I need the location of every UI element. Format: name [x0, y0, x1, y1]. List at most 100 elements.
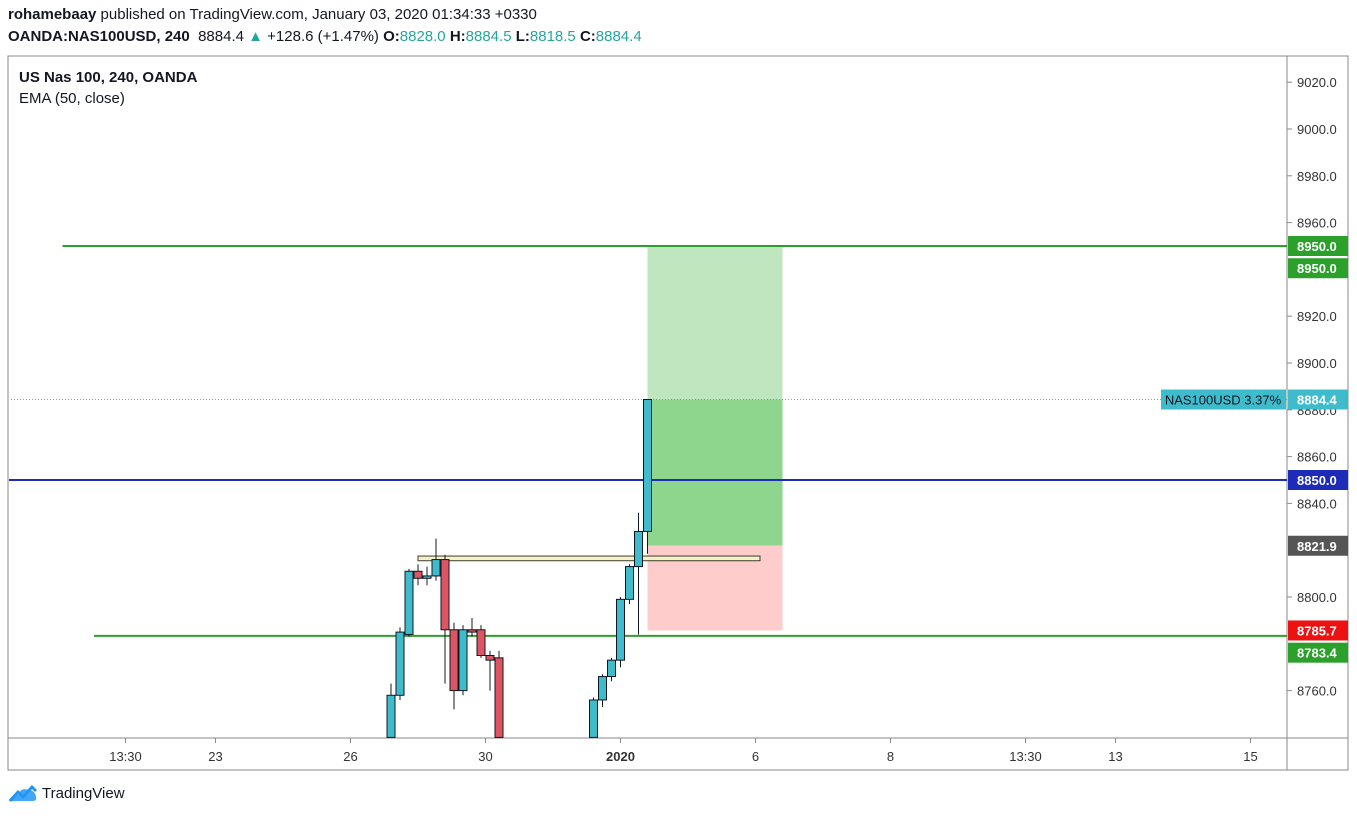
footer-brand[interactable]: TradingView [8, 784, 125, 802]
price-label-text: 8884.4 [1297, 393, 1338, 408]
target-zone[interactable] [647, 246, 783, 400]
candle[interactable] [431, 538, 441, 581]
x-tick-label: 2020 [606, 749, 635, 764]
price-change: +128.6 (+1.47%) [267, 28, 379, 45]
x-tick-label: 26 [343, 749, 357, 764]
price-label-text: 8821.9 [1297, 539, 1337, 554]
y-tick-label: 8840.0 [1297, 496, 1337, 511]
published-text: published on TradingView.com, January 03… [100, 6, 537, 23]
footer-brand-text: TradingView [42, 784, 125, 802]
price-label-bg [1288, 642, 1348, 663]
candle[interactable] [449, 622, 459, 710]
candle[interactable] [422, 566, 432, 586]
price-axis-label[interactable]: 8821.9 [1288, 535, 1348, 556]
candle[interactable] [616, 597, 625, 668]
candle[interactable] [404, 568, 414, 637]
candle[interactable] [476, 625, 486, 658]
candle-body [440, 559, 450, 631]
price-label-text: 8950.0 [1297, 261, 1337, 276]
x-tick-label: 13:30 [109, 749, 142, 764]
price-axis-label[interactable]: 8950.0 [1288, 258, 1348, 279]
price-axis-label[interactable]: 8783.4 [1288, 642, 1348, 663]
x-tick-label: 6 [752, 749, 759, 764]
close-value: 8884.4 [595, 28, 642, 45]
candle[interactable] [395, 627, 405, 700]
price-label-bg [1288, 535, 1348, 556]
candle[interactable] [598, 674, 607, 707]
tradingview-logo-icon [8, 785, 38, 802]
price-axis-label[interactable]: 8785.7 [1288, 620, 1348, 641]
candle[interactable] [634, 512, 643, 635]
candle-body [449, 629, 459, 692]
price-label-text: 8850.0 [1297, 473, 1337, 488]
price-label-text: 8950.0 [1297, 239, 1337, 254]
profit-zone[interactable] [647, 399, 783, 546]
low-label: L: [515, 28, 530, 45]
up-arrow-icon: ▲ [248, 28, 263, 45]
chart-frame [7, 55, 1349, 771]
price-label-bg [1288, 258, 1348, 279]
legend-indicator[interactable]: EMA (50, close) [19, 90, 125, 107]
close-label: C: [579, 28, 596, 45]
x-tick-label: 13:30 [1009, 749, 1042, 764]
y-tick-label: 9020.0 [1297, 75, 1337, 90]
price-axis-label[interactable]: 8850.0 [1288, 470, 1348, 490]
y-tick-label: 8860.0 [1297, 450, 1337, 465]
candle-body [485, 655, 495, 661]
price-label-text: 8783.4 [1297, 646, 1338, 661]
candle-body [395, 631, 405, 696]
candle[interactable] [413, 564, 423, 586]
candle-body [616, 598, 625, 661]
y-tick-label: 8960.0 [1297, 216, 1337, 231]
price-label-bg [1288, 389, 1348, 410]
publish-info: rohamebaay published on TradingView.com,… [8, 6, 537, 23]
x-tick-label: 13 [1108, 749, 1122, 764]
candle-body [494, 657, 504, 738]
candle[interactable] [625, 564, 634, 605]
candle-body [431, 559, 441, 577]
x-tick-label: 8 [887, 749, 894, 764]
candle-body [467, 629, 477, 633]
y-tick-label: 8980.0 [1297, 169, 1337, 184]
y-tick-label: 8920.0 [1297, 309, 1337, 324]
candle[interactable] [440, 554, 450, 684]
price-axis-label[interactable]: 8884.4 [1288, 389, 1348, 410]
candle-body [625, 566, 634, 600]
candle[interactable] [485, 650, 495, 691]
candle-body [422, 575, 432, 579]
candle[interactable] [386, 683, 396, 743]
candle-body [589, 699, 598, 738]
candle-body [386, 694, 396, 738]
author-name[interactable]: rohamebaay [8, 6, 97, 23]
candle[interactable] [467, 618, 477, 637]
symbol-price-tag[interactable]: NAS100USD 3.37% [1161, 389, 1286, 410]
candle-body [643, 399, 652, 532]
candle-body [458, 629, 468, 692]
support-box[interactable] [417, 555, 761, 562]
price-label-bg [1288, 620, 1348, 641]
open-label: O: [383, 28, 400, 45]
y-tick-label: 8760.0 [1297, 684, 1337, 699]
open-value: 8828.0 [399, 28, 446, 45]
candle[interactable] [607, 657, 616, 682]
candle[interactable] [643, 399, 652, 554]
candle-body [476, 629, 486, 657]
candle[interactable] [589, 697, 598, 742]
candle[interactable] [494, 650, 504, 749]
y-tick-label: 8900.0 [1297, 356, 1337, 371]
symbol-tag-bg [1161, 389, 1286, 410]
high-value: 8884.5 [465, 28, 512, 45]
price-axis-label[interactable]: 8950.0 [1288, 236, 1348, 256]
x-tick-label: 30 [478, 749, 492, 764]
candle[interactable] [458, 625, 468, 696]
ohlc-header: OANDA:NAS100USD, 240 8884.4 ▲ +128.6 (+1… [8, 28, 642, 45]
candle-body [413, 570, 423, 579]
last-price: 8884.4 [198, 28, 244, 45]
symbol-label: OANDA:NAS100USD, 240 [8, 28, 190, 45]
low-value: 8818.5 [529, 28, 576, 45]
price-label-text: 8785.7 [1297, 623, 1337, 638]
x-tick-label: 23 [208, 749, 222, 764]
y-tick-label: 9000.0 [1297, 122, 1337, 137]
price-label-bg [1288, 236, 1348, 256]
